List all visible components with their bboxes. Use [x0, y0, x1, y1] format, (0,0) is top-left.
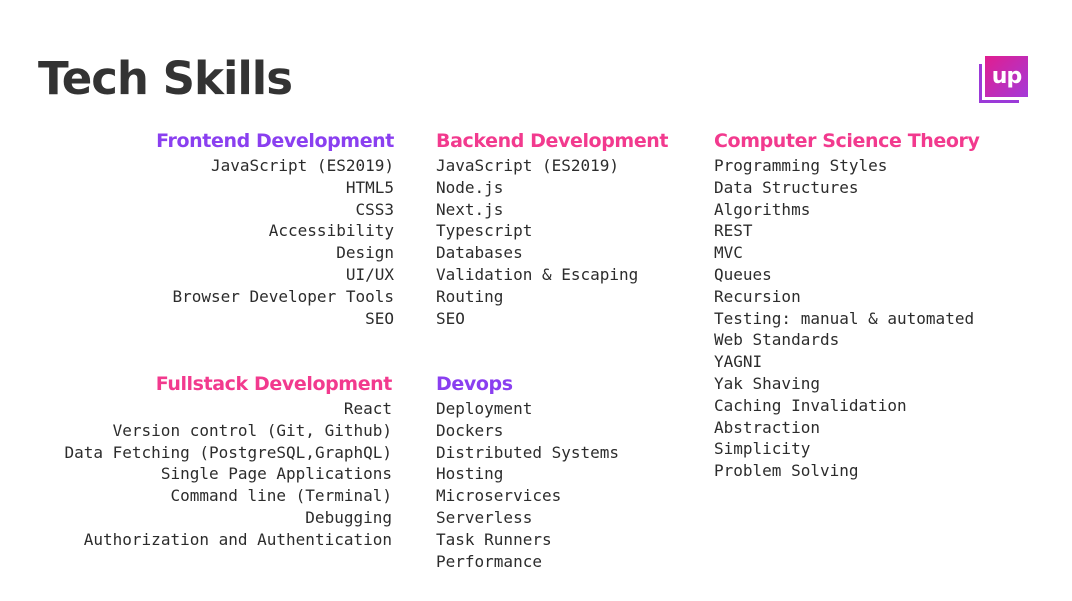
skill-item: Web Standards: [714, 330, 840, 350]
skill-item: Problem Solving: [714, 461, 859, 481]
skill-item: Routing: [436, 286, 504, 306]
skill-item: Hosting: [436, 464, 504, 484]
logo-badge: up: [985, 56, 1028, 97]
page-title: Tech Skills: [38, 52, 293, 105]
frontend-heading: Frontend Development: [156, 130, 394, 152]
backend-list: JavaScript (ES2019) Node.js Next.js Typescr…: [436, 155, 668, 329]
skill-item: Task Runners: [436, 529, 552, 549]
skill-item: Dockers: [436, 420, 504, 440]
skill-item: CSS3: [355, 199, 394, 219]
skill-item: Accessibility: [268, 221, 394, 241]
skill-item: React: [343, 399, 392, 418]
skill-item: Design: [336, 243, 394, 263]
skill-item: Microservices: [436, 486, 562, 506]
fullstack-list: React Version control (Git, Github) Data F…: [64, 398, 392, 551]
skill-item: Typescript: [436, 221, 533, 241]
cs-theory-heading: Computer Science Theory: [714, 130, 980, 152]
skill-item: Data Fetching (PostgreSQL,GraphQL): [64, 442, 392, 462]
cs-theory-section: Computer Science Theory Programming Styl…: [714, 129, 980, 482]
skill-item: Abstraction: [714, 417, 820, 437]
logo-frame: [979, 64, 1019, 103]
skill-item: SEO: [365, 308, 394, 328]
skill-item: Browser Developer Tools: [172, 286, 394, 306]
skill-item: Serverless: [436, 507, 533, 527]
skill-item: YAGNI: [714, 352, 763, 372]
skill-item: UI/UX: [345, 264, 394, 284]
skill-item: Performance: [436, 551, 542, 571]
skill-item: SEO: [436, 308, 465, 328]
devops-list: Deployment Dockers Distributed Systems Host…: [436, 398, 619, 572]
skill-item: Yak Shaving: [714, 373, 820, 393]
skill-item: Debugging: [305, 507, 392, 527]
devops-heading: Devops: [436, 373, 513, 395]
skill-item: Caching Invalidation: [714, 395, 907, 415]
frontend-section: Frontend Development JavaScript (ES2019)…: [156, 129, 394, 329]
skill-item: REST: [714, 221, 753, 241]
up-logo: up: [979, 56, 1028, 104]
skill-item: Command line (Terminal): [170, 486, 392, 506]
skill-item: Algorithms: [714, 199, 811, 219]
backend-section: Backend Development JavaScript (ES2019) N…: [436, 129, 669, 329]
skill-item: Single Page Applications: [160, 464, 392, 484]
backend-heading: Backend Development: [436, 130, 669, 152]
skill-item: Testing: manual & automated: [714, 308, 975, 328]
skill-item: MVC: [714, 243, 743, 263]
devops-section: Devops Deployment Dockers Distributed Syst…: [436, 372, 619, 572]
skill-item: Programming Styles: [714, 156, 888, 175]
skill-item: Databases: [436, 243, 523, 263]
skill-item: Node.js: [436, 177, 504, 197]
fullstack-section: Fullstack Development React Version contr…: [64, 372, 392, 551]
skill-item: HTML5: [345, 177, 394, 197]
skill-item: JavaScript (ES2019): [210, 156, 394, 175]
skill-item: Deployment: [436, 399, 533, 418]
skill-item: Authorization and Authentication: [83, 529, 392, 549]
frontend-list: JavaScript (ES2019) HTML5 CSS3 Accessibilit…: [156, 155, 394, 329]
skill-item: Validation & Escaping: [436, 264, 639, 284]
skill-item: Version control (Git, Github): [112, 420, 392, 440]
skill-item: Data Structures: [714, 177, 859, 197]
skill-item: Simplicity: [714, 439, 811, 459]
skill-item: JavaScript (ES2019): [436, 156, 620, 175]
skill-item: Next.js: [436, 199, 504, 219]
skill-item: Recursion: [714, 286, 801, 306]
skill-item: Distributed Systems: [436, 442, 620, 462]
skill-item: Queues: [714, 264, 772, 284]
fullstack-heading: Fullstack Development: [155, 373, 393, 395]
cs-theory-list: Programming Styles Data Structures Algorit…: [714, 155, 980, 482]
